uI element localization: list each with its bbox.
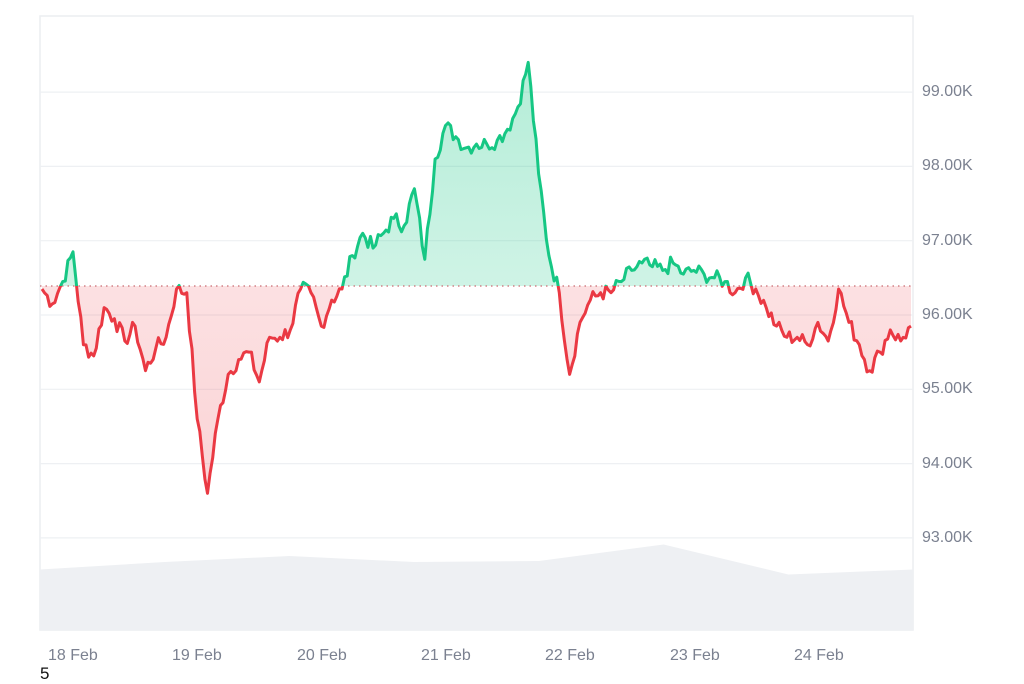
y-tick-label: 98.00K [922,157,973,175]
footer-label: 5 [40,664,50,683]
y-tick-label: 96.00K [922,306,973,323]
x-tick-label: 20 Feb [297,647,347,664]
y-tick-label: 94.00K [922,454,973,472]
y-tick-label: 95.00K [922,380,973,398]
price-fill-below [42,286,911,494]
x-tick-label: 22 Feb [545,647,595,664]
price-fill-above [42,62,911,286]
y-tick-label: 97.00K [922,231,973,249]
price-line-below [40,286,912,495]
volume-area [40,544,913,630]
x-tick-label: 19 Feb [172,647,222,664]
x-tick-label: 18 Feb [48,647,98,664]
x-tick-label: 23 Feb [670,647,720,664]
x-tick-label: 21 Feb [421,647,471,664]
y-tick-label: 93.00K [922,528,973,546]
price-line-above [58,60,753,286]
x-tick-label: 24 Feb [794,647,844,664]
y-tick-label: 99.00K [922,83,973,101]
